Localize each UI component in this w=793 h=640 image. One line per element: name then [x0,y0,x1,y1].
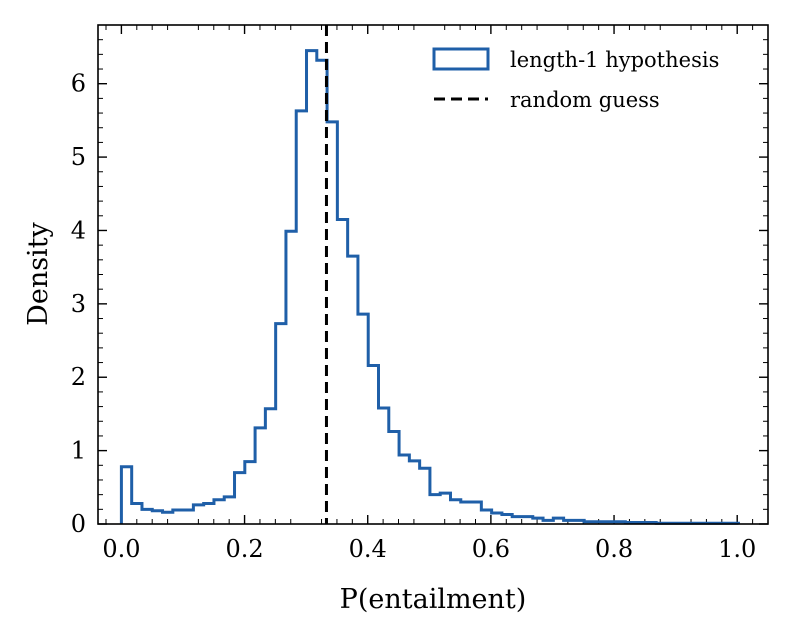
legend-swatch-hypothesis [432,47,490,71]
x-tick-label: 0.2 [225,535,263,563]
plot-frame [97,24,769,525]
histogram-step-line [119,49,740,525]
y-tick-label: 6 [71,70,86,98]
x-tick-label: 0.6 [472,535,510,563]
x-tick-label: 0.0 [102,535,140,563]
x-tick-label: 1.0 [718,535,756,563]
y-tick-label: 1 [71,437,86,465]
legend-label-random-guess: random guess [510,88,660,112]
x-tick-label: 0.4 [349,535,387,563]
legend: length-1 hypothesis random guess [432,47,719,112]
x-tick-label: 0.8 [595,535,633,563]
y-axis-title: Density [23,221,54,325]
series-layer [119,25,740,525]
y-tick-label: 0 [71,510,86,538]
y-tick-label: 5 [71,143,86,171]
legend-label-hypothesis: length-1 hypothesis [510,48,719,72]
y-tick-label: 4 [71,216,86,244]
axis-ticks [98,25,768,525]
tick-labels: 0.0 0.2 0.4 0.6 0.8 1.0 0 1 2 3 4 5 6 [71,70,757,563]
plot-area [98,25,768,524]
y-tick-label: 3 [71,290,86,318]
x-axis-title: P(entailment) [340,584,527,615]
y-tick-label: 2 [71,363,86,391]
